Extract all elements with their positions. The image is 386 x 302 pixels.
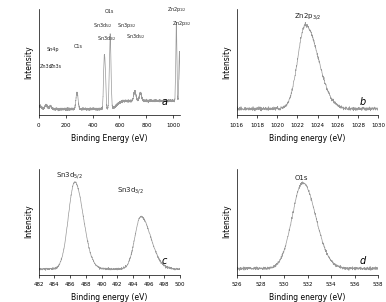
X-axis label: Binding energy (eV): Binding energy (eV) [269, 293, 346, 302]
Y-axis label: Intensity: Intensity [24, 205, 33, 239]
Text: Zn2p$_{3/2}$: Zn2p$_{3/2}$ [172, 20, 192, 28]
Y-axis label: Intensity: Intensity [24, 45, 33, 79]
Text: a: a [162, 97, 168, 107]
Text: Zn2p$_{1/2}$: Zn2p$_{1/2}$ [168, 6, 187, 14]
Text: O1s: O1s [104, 9, 114, 14]
Text: Sn3p$_{3/2}$: Sn3p$_{3/2}$ [117, 22, 137, 30]
Text: Zn2p$_{3/2}$: Zn2p$_{3/2}$ [294, 11, 321, 22]
Text: Sn3d$_{3/2}$: Sn3d$_{3/2}$ [97, 35, 117, 43]
Text: Sn4p: Sn4p [47, 47, 59, 52]
Text: Zn3d: Zn3d [40, 64, 53, 69]
Text: b: b [360, 97, 366, 107]
X-axis label: Binding energy (eV): Binding energy (eV) [71, 293, 147, 302]
Text: C1s: C1s [73, 44, 82, 50]
Text: c: c [162, 256, 167, 266]
X-axis label: Binding Energy (eV): Binding Energy (eV) [71, 133, 147, 143]
Y-axis label: Intensity: Intensity [222, 45, 231, 79]
Text: Zn3s: Zn3s [50, 64, 62, 69]
Text: Sn3d$_{5/2}$: Sn3d$_{5/2}$ [56, 171, 83, 181]
Text: d: d [360, 256, 366, 266]
Text: Sn3d$_{5/2}$: Sn3d$_{5/2}$ [126, 33, 146, 41]
Y-axis label: Intensity: Intensity [222, 205, 231, 239]
Text: O1s: O1s [295, 175, 308, 181]
Text: Sn3d$_{3/2}$: Sn3d$_{3/2}$ [117, 186, 144, 196]
X-axis label: Binding energy (eV): Binding energy (eV) [269, 133, 346, 143]
Text: Sn3d$_{5/2}$: Sn3d$_{5/2}$ [93, 22, 113, 30]
